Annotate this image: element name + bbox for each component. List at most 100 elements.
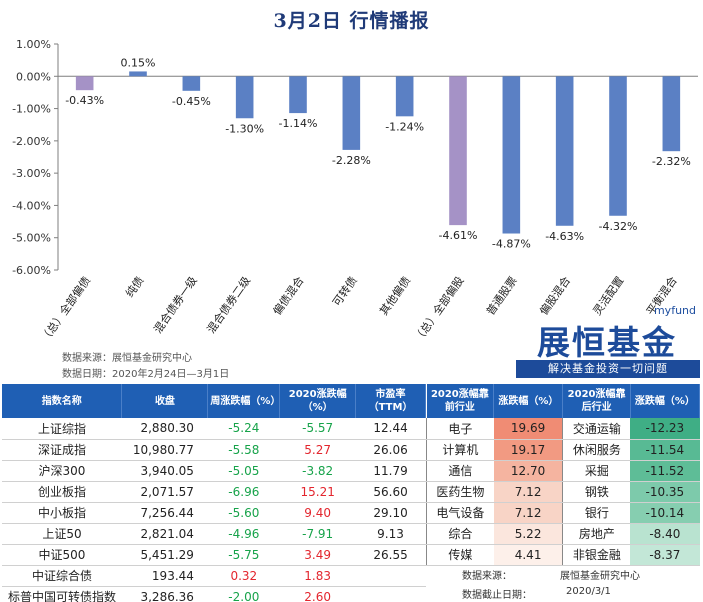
cell-week: -4.96 — [207, 523, 280, 545]
cell-ytd: 1.83 — [279, 565, 356, 587]
table-row: 深证成指 10,980.77 -5.58 5.27 26.06 — [2, 439, 426, 461]
footer-source-label: 数据来源： — [462, 571, 512, 582]
cell-top-ind: 计算机 — [425, 439, 494, 461]
cell-name: 创业板指 — [2, 481, 122, 503]
cell-top-ind: 医药生物 — [425, 481, 494, 503]
table-row: 上证50 2,821.04 -4.96 -7.91 9.13 — [2, 523, 426, 545]
col-close: 收盘 — [121, 384, 209, 418]
cell-week: -5.24 — [207, 418, 280, 440]
y-tick-label: -1.00% — [12, 103, 51, 116]
table-row: 综合 5.22 房地产 -8.40 — [425, 523, 700, 545]
cell-close: 2,071.57 — [121, 481, 208, 503]
cell-top-val: 5.22 — [493, 523, 564, 545]
cell-name: 标普中国可转债指数 — [2, 586, 122, 602]
table-row: 传媒 4.41 非银金融 -8.37 — [425, 544, 700, 566]
cell-close: 7,256.44 — [121, 502, 208, 524]
table-row: 中证500 5,451.29 -5.75 3.49 26.55 — [2, 544, 426, 566]
data-label: -4.61% — [439, 229, 478, 242]
category-label: （总）全部偏债 — [37, 274, 93, 345]
cell-bot-ind: 房地产 — [562, 523, 631, 545]
bar — [235, 76, 254, 119]
chart-date: 数据日期：2020年2月24日—3月1日 — [62, 369, 230, 380]
logo-myfund: myfund — [653, 304, 696, 317]
logo-slogan: 解决基金投资一切问题 — [516, 360, 700, 378]
data-label: -1.30% — [225, 122, 264, 135]
cell-ytd: 5.27 — [279, 439, 356, 461]
category-label: 纯债 — [122, 274, 146, 300]
y-tick-label: -3.00% — [12, 167, 51, 180]
cell-bot-val: -10.35 — [630, 481, 700, 503]
col-pe: 市盈率（TTM） — [355, 384, 426, 418]
cell-ytd: 9.40 — [279, 502, 356, 524]
table-row: 计算机 19.17 休闲服务 -11.54 — [425, 439, 700, 461]
cell-ytd: -3.82 — [279, 460, 356, 482]
cell-bot-ind: 交通运输 — [562, 418, 631, 440]
category-label: 混合债券二级 — [204, 274, 253, 336]
cell-close: 3,940.05 — [121, 460, 208, 482]
cell-name: 沪深300 — [2, 460, 122, 482]
cell-ytd: -5.57 — [279, 418, 356, 440]
bar — [555, 76, 574, 226]
data-label: -4.32% — [599, 220, 638, 233]
cell-top-val: 7.12 — [493, 481, 564, 503]
col-bottom-value: 涨跌幅（%） — [630, 384, 701, 418]
cell-pe: 29.10 — [355, 502, 426, 524]
table-row: 电子 19.69 交通运输 -12.23 — [425, 418, 700, 440]
cell-name: 中证综合债 — [2, 565, 122, 587]
data-label: -2.32% — [652, 155, 691, 168]
cell-top-ind: 通信 — [425, 460, 494, 482]
cell-top-val: 19.69 — [493, 418, 564, 440]
cell-pe: 26.55 — [355, 544, 426, 566]
index-table: 指数名称 收盘 周涨跌幅（%） 2020涨跌幅（%） 市盈率（TTM） 上证综指… — [2, 384, 426, 602]
footer-source-value: 展恒基金研究中心 — [560, 571, 640, 582]
cell-top-val: 7.12 — [493, 502, 564, 524]
cell-bot-val: -8.37 — [630, 544, 700, 566]
cell-top-ind: 电子 — [425, 418, 494, 440]
cell-bot-val: -8.40 — [630, 523, 700, 545]
category-label: （总）全部偏股 — [411, 274, 467, 345]
col-week: 周涨跌幅（%） — [207, 384, 280, 418]
cell-bot-ind: 钢铁 — [562, 481, 631, 503]
cell-week: -2.00 — [207, 586, 280, 602]
category-label: 可转债 — [329, 274, 359, 309]
cell-top-ind: 综合 — [425, 523, 494, 545]
cell-bot-ind: 银行 — [562, 502, 631, 524]
bar — [395, 76, 414, 117]
bar — [289, 76, 307, 114]
col-top-value: 涨跌幅（%） — [493, 384, 564, 418]
cell-close: 193.44 — [121, 565, 208, 587]
cell-pe: 11.79 — [355, 460, 426, 482]
bar-chart: 1.00% 0.00% -1.00% -2.00% -3.00% -4.00% -5.00%… — [12, 38, 698, 345]
cell-week: -5.05 — [207, 460, 280, 482]
cell-top-val: 12.70 — [493, 460, 564, 482]
cell-top-val: 4.41 — [493, 544, 564, 566]
cell-week: 0.32 — [207, 565, 280, 587]
data-label: -2.28% — [332, 154, 371, 167]
data-label: -1.24% — [385, 120, 424, 133]
cell-ytd: 3.49 — [279, 544, 356, 566]
cell-name: 中证500 — [2, 544, 122, 566]
col-ytd: 2020涨跌幅（%） — [279, 384, 357, 418]
data-label: -1.14% — [279, 117, 318, 130]
cell-bot-val — [630, 565, 699, 586]
bar — [182, 76, 201, 91]
cell-pe: 56.60 — [355, 481, 426, 503]
y-tick-label: -2.00% — [12, 135, 51, 148]
cell-name: 上证综指 — [2, 418, 122, 440]
cell-week: -5.60 — [207, 502, 280, 524]
table-row: 电气设备 7.12 银行 -10.14 — [425, 502, 700, 524]
bar — [342, 76, 361, 150]
data-label: 0.15% — [121, 56, 156, 69]
table-row: 标普中国可转债指数 3,286.36 -2.00 2.60 — [2, 586, 426, 602]
cell-close: 3,286.36 — [121, 586, 208, 602]
bar — [502, 76, 521, 234]
cell-name: 中小板指 — [2, 502, 122, 524]
data-label: -4.63% — [545, 230, 584, 243]
table-row: 中小板指 7,256.44 -5.60 9.40 29.10 — [2, 502, 426, 524]
cell-name: 深证成指 — [2, 439, 122, 461]
table-row: 沪深300 3,940.05 -5.05 -3.82 11.79 — [2, 460, 426, 482]
y-tick-label: -5.00% — [12, 232, 51, 245]
bar — [662, 76, 681, 152]
cell-close: 2,880.30 — [121, 418, 208, 440]
cell-bot-val — [630, 586, 699, 602]
